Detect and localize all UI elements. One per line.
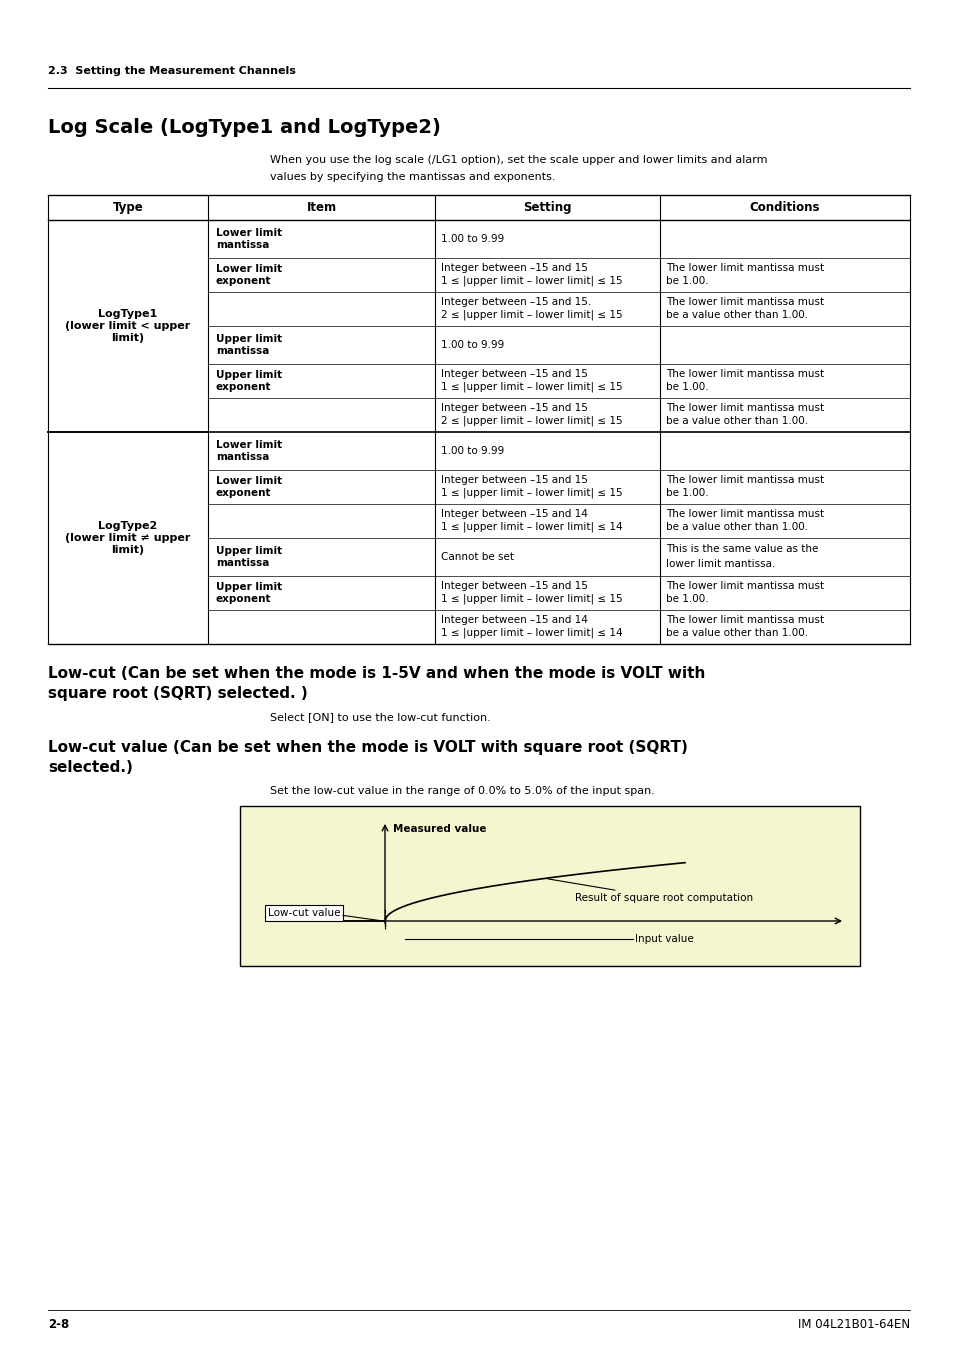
Text: Upper limit
exponent: Upper limit exponent (215, 582, 282, 603)
Text: Upper limit
exponent: Upper limit exponent (215, 370, 282, 392)
Text: Low-cut value: Low-cut value (268, 909, 340, 918)
Text: be a value other than 1.00.: be a value other than 1.00. (665, 416, 807, 427)
Text: Integer between –15 and 15: Integer between –15 and 15 (440, 474, 587, 485)
Text: 1 ≤ |upper limit – lower limit| ≤ 14: 1 ≤ |upper limit – lower limit| ≤ 14 (440, 628, 622, 639)
Text: Integer between –15 and 14: Integer between –15 and 14 (440, 509, 587, 518)
Text: Conditions: Conditions (749, 201, 820, 215)
Text: values by specifying the mantissas and exponents.: values by specifying the mantissas and e… (270, 171, 555, 182)
Text: 1 ≤ |upper limit – lower limit| ≤ 15: 1 ≤ |upper limit – lower limit| ≤ 15 (440, 487, 622, 498)
Text: 1 ≤ |upper limit – lower limit| ≤ 15: 1 ≤ |upper limit – lower limit| ≤ 15 (440, 594, 622, 605)
Text: Setting: Setting (522, 201, 571, 215)
Text: This is the same value as the: This is the same value as the (665, 544, 818, 554)
Text: Lower limit
exponent: Lower limit exponent (215, 477, 282, 498)
Text: 2 ≤ |upper limit – lower limit| ≤ 15: 2 ≤ |upper limit – lower limit| ≤ 15 (440, 310, 622, 320)
Text: be a value other than 1.00.: be a value other than 1.00. (665, 522, 807, 532)
Text: The lower limit mantissa must: The lower limit mantissa must (665, 580, 823, 590)
Text: be a value other than 1.00.: be a value other than 1.00. (665, 310, 807, 320)
Text: IM 04L21B01-64EN: IM 04L21B01-64EN (797, 1318, 909, 1331)
Text: Type: Type (112, 201, 143, 215)
Text: selected.): selected.) (48, 760, 132, 775)
Text: Integer between –15 and 14: Integer between –15 and 14 (440, 614, 587, 625)
Text: Log Scale (LogType1 and LogType2): Log Scale (LogType1 and LogType2) (48, 117, 440, 136)
Text: The lower limit mantissa must: The lower limit mantissa must (665, 614, 823, 625)
Text: be 1.00.: be 1.00. (665, 277, 708, 286)
Text: The lower limit mantissa must: The lower limit mantissa must (665, 262, 823, 273)
Text: be 1.00.: be 1.00. (665, 382, 708, 391)
Text: Integer between –15 and 15: Integer between –15 and 15 (440, 402, 587, 413)
Text: The lower limit mantissa must: The lower limit mantissa must (665, 474, 823, 485)
Text: Item: Item (306, 201, 336, 215)
Text: 1 ≤ |upper limit – lower limit| ≤ 15: 1 ≤ |upper limit – lower limit| ≤ 15 (440, 382, 622, 393)
Text: The lower limit mantissa must: The lower limit mantissa must (665, 402, 823, 413)
Text: Integer between –15 and 15: Integer between –15 and 15 (440, 580, 587, 590)
Text: be 1.00.: be 1.00. (665, 489, 708, 498)
Text: 1.00 to 9.99: 1.00 to 9.99 (440, 446, 504, 456)
Text: Set the low-cut value in the range of 0.0% to 5.0% of the input span.: Set the low-cut value in the range of 0.… (270, 786, 654, 796)
Text: Upper limit
mantissa: Upper limit mantissa (215, 335, 282, 356)
Text: Integer between –15 and 15: Integer between –15 and 15 (440, 369, 587, 378)
Text: 2 ≤ |upper limit – lower limit| ≤ 15: 2 ≤ |upper limit – lower limit| ≤ 15 (440, 416, 622, 427)
Text: be 1.00.: be 1.00. (665, 594, 708, 603)
Text: The lower limit mantissa must: The lower limit mantissa must (665, 509, 823, 518)
Text: lower limit mantissa.: lower limit mantissa. (665, 559, 775, 568)
Text: square root (SQRT) selected. ): square root (SQRT) selected. ) (48, 686, 308, 701)
Bar (240, 806, 859, 967)
Text: Lower limit
mantissa: Lower limit mantissa (215, 228, 282, 250)
Text: LogType1
(lower limit < upper
limit): LogType1 (lower limit < upper limit) (66, 309, 191, 343)
Text: Input value: Input value (635, 934, 693, 944)
Text: 1.00 to 9.99: 1.00 to 9.99 (440, 340, 504, 350)
Text: Upper limit
mantissa: Upper limit mantissa (215, 547, 282, 568)
Text: When you use the log scale (/LG1 option), set the scale upper and lower limits a: When you use the log scale (/LG1 option)… (270, 155, 767, 165)
Text: The lower limit mantissa must: The lower limit mantissa must (665, 297, 823, 306)
Text: LogType2
(lower limit ≠ upper
limit): LogType2 (lower limit ≠ upper limit) (65, 521, 191, 555)
Text: The lower limit mantissa must: The lower limit mantissa must (665, 369, 823, 378)
Text: 2.3  Setting the Measurement Channels: 2.3 Setting the Measurement Channels (48, 66, 295, 76)
Text: Lower limit
mantissa: Lower limit mantissa (215, 440, 282, 462)
Text: 1.00 to 9.99: 1.00 to 9.99 (440, 234, 504, 244)
Text: Select [ON] to use the low-cut function.: Select [ON] to use the low-cut function. (270, 711, 490, 722)
Text: Low-cut value (Can be set when the mode is VOLT with square root (SQRT): Low-cut value (Can be set when the mode … (48, 740, 687, 755)
Text: 2-8: 2-8 (48, 1318, 70, 1331)
Text: 1 ≤ |upper limit – lower limit| ≤ 14: 1 ≤ |upper limit – lower limit| ≤ 14 (440, 522, 622, 532)
Text: Result of square root computation: Result of square root computation (547, 879, 752, 903)
Text: Integer between –15 and 15: Integer between –15 and 15 (440, 262, 587, 273)
Text: Low-cut (Can be set when the mode is 1-5V and when the mode is VOLT with: Low-cut (Can be set when the mode is 1-5… (48, 666, 704, 680)
Text: be a value other than 1.00.: be a value other than 1.00. (665, 628, 807, 639)
Text: Cannot be set: Cannot be set (440, 552, 514, 562)
Text: Measured value: Measured value (393, 824, 486, 834)
Text: 1 ≤ |upper limit – lower limit| ≤ 15: 1 ≤ |upper limit – lower limit| ≤ 15 (440, 275, 622, 286)
Text: Integer between –15 and 15.: Integer between –15 and 15. (440, 297, 591, 306)
Text: Lower limit
exponent: Lower limit exponent (215, 265, 282, 286)
